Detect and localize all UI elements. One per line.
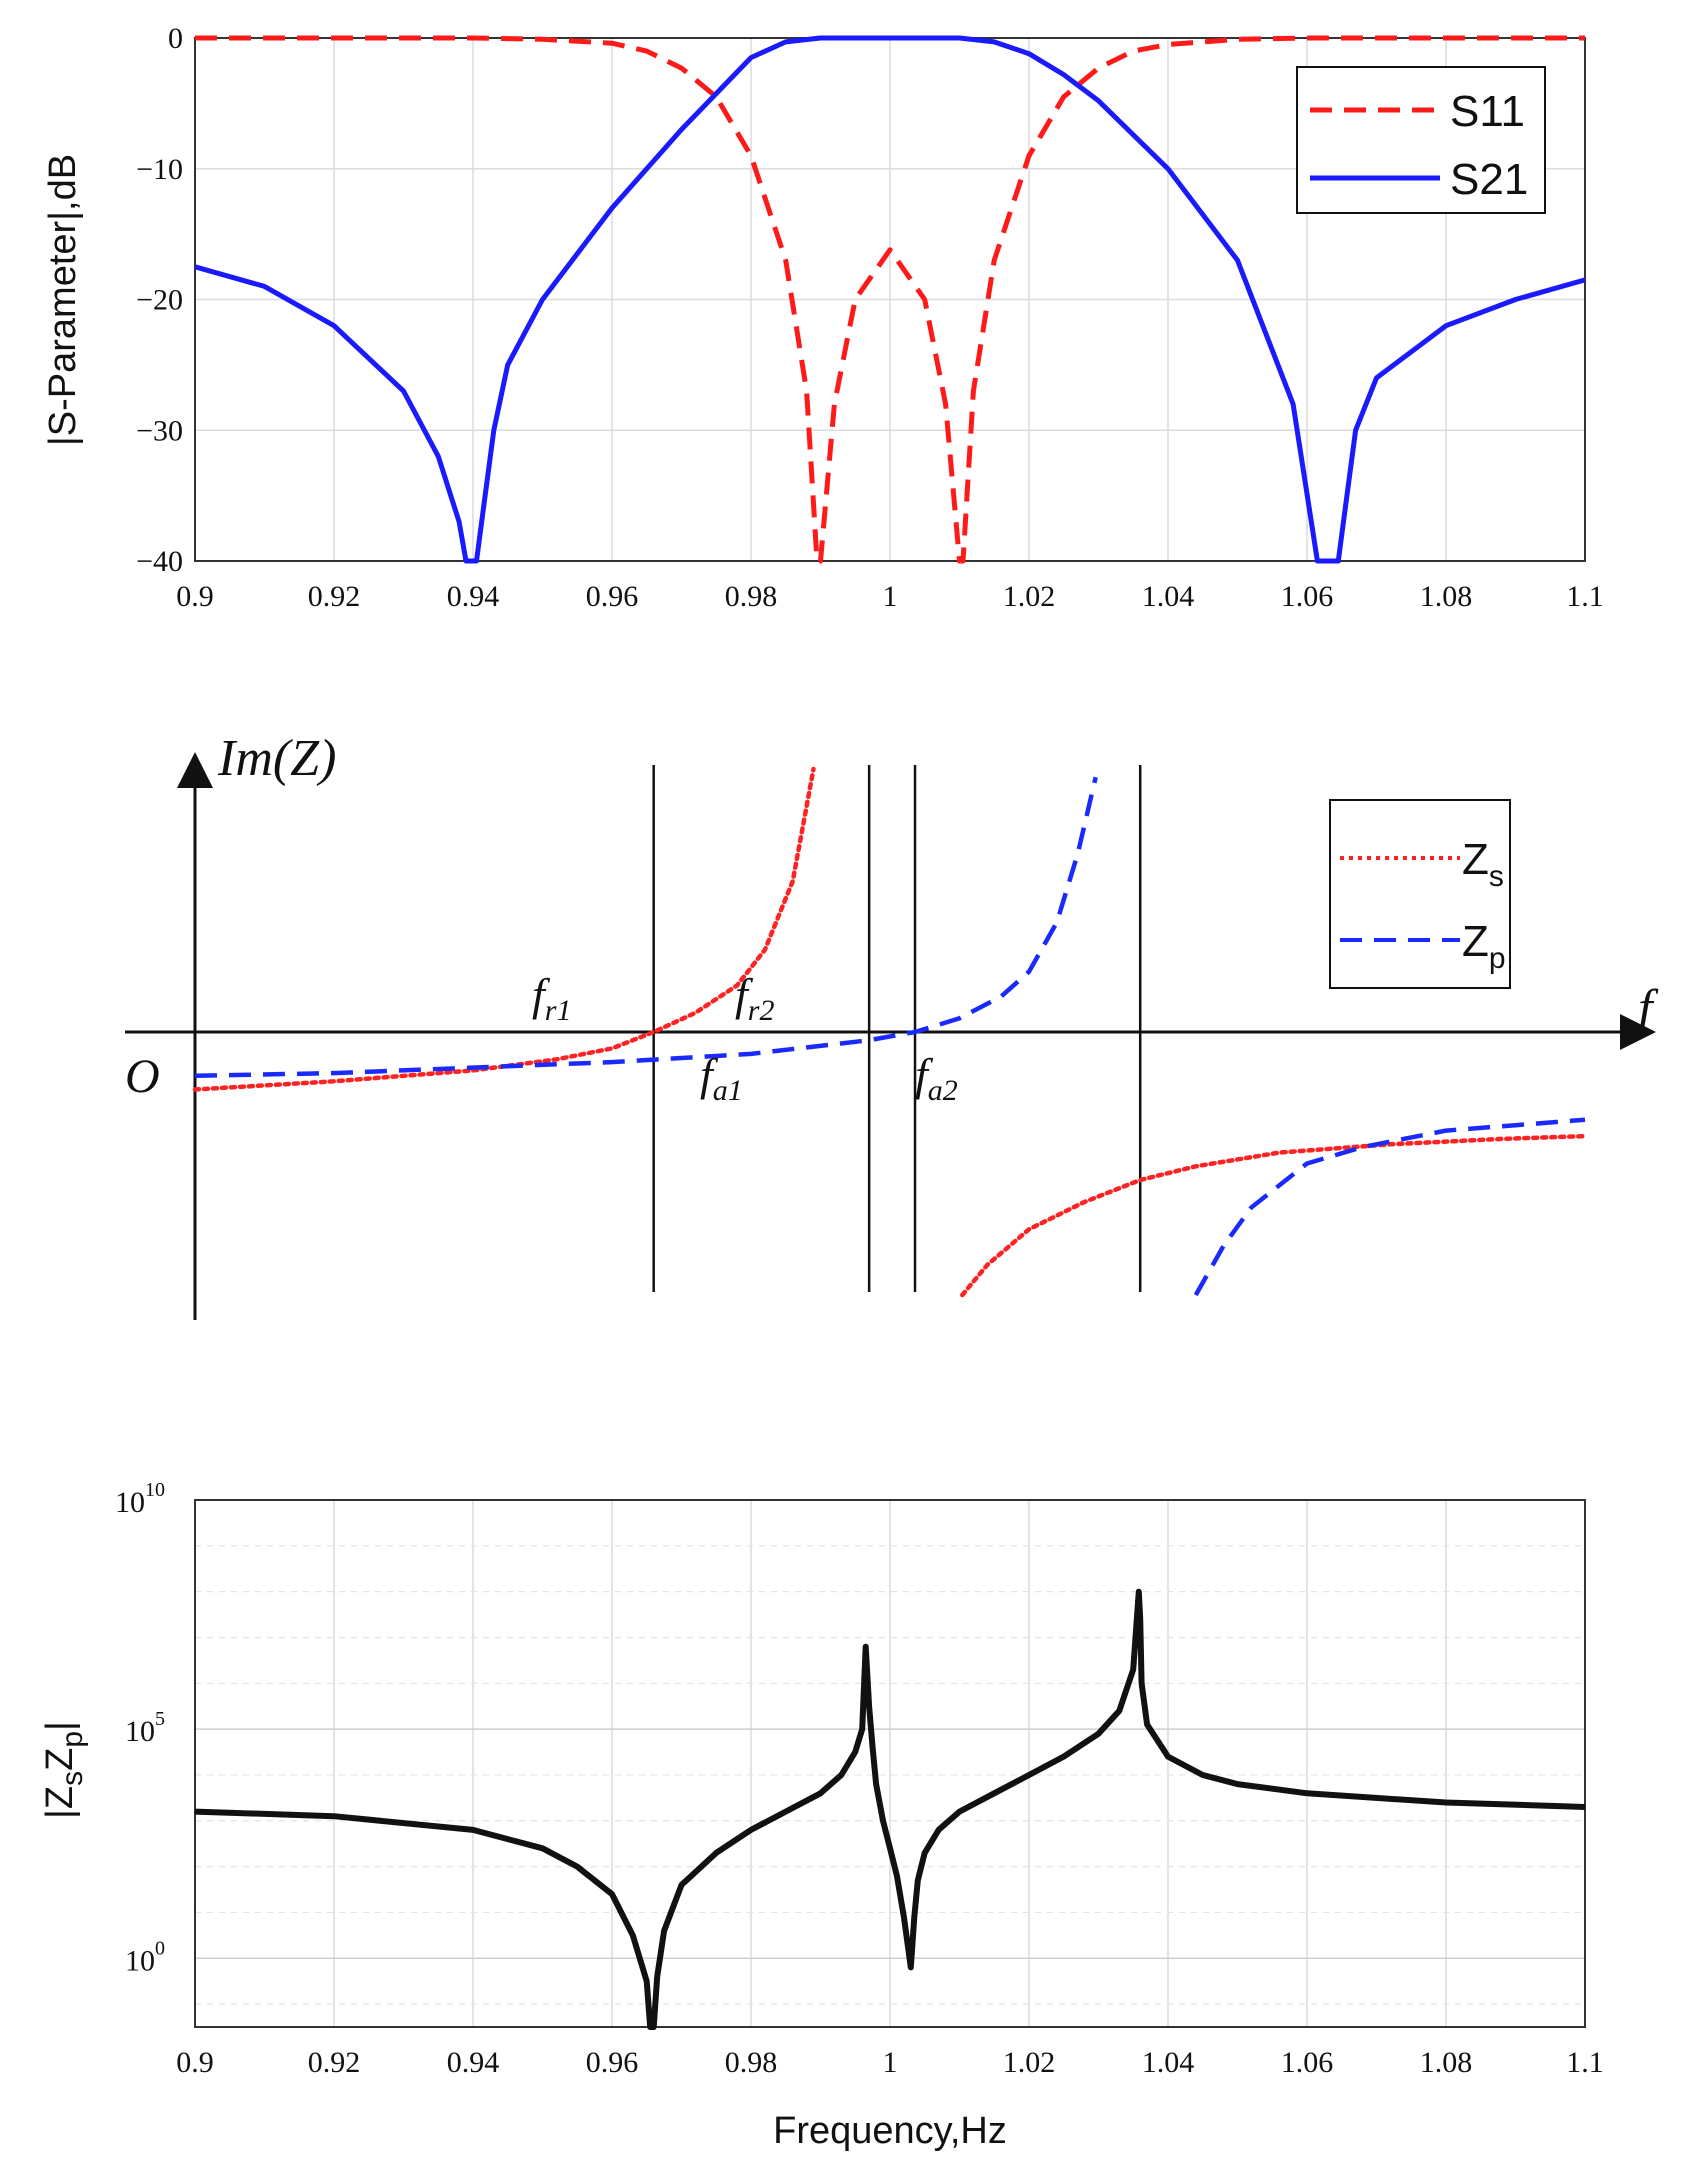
y-axis-label: |S-Parameter|,dB [42,154,84,446]
x-tick-label: 1.02 [1003,2046,1056,2079]
y-tick-label: 100 [125,1937,165,1977]
plot-frame [194,1499,1586,2028]
x-tick-label: 1.08 [1420,580,1473,613]
annotation-fa2: fa2 [915,1049,958,1107]
series-line-s11 [195,35,1585,564]
legend: S11 S21 [1296,66,1546,214]
y-tick-label: −40 [136,545,183,578]
legend-label-s21: S21 [1450,155,1528,204]
legend-box [1296,66,1546,214]
annotation-fr2: fr2 [735,969,774,1027]
x-tick-label: 0.96 [586,2046,639,2079]
y-tick-label: 105 [125,1708,165,1748]
annotation-fr1: fr1 [532,969,571,1027]
x-tick-label: 1.06 [1281,580,1334,613]
x-tick-label: 0.9 [176,2046,214,2079]
x-axis-label: Frequency,Hz [773,2110,1007,2152]
annotation-fa1: fa1 [700,1049,743,1107]
legend-label-zs: Zs [1462,835,1504,893]
x-tick-label: 0.94 [447,580,500,613]
y-tick-labels: 0 −10 −20 −30 −40 [136,22,183,578]
y-tick-label: −10 [136,153,183,186]
y-tick-label: 0 [168,22,183,55]
series-line-zszp [194,1588,1586,2030]
x-tick-label: 0.92 [308,2046,361,2079]
series-layer [194,1588,1586,2030]
series-line-zp [194,776,1098,1079]
x-axis-label: f [1638,980,1659,1037]
x-tick-label: 0.94 [447,2046,500,2079]
series-line-zs [960,1133,1588,1298]
x-tick-label: 1.04 [1142,580,1195,613]
x-tick-label: 1.04 [1142,2046,1195,2079]
x-tick-label: 1.08 [1420,2046,1473,2079]
y-tick-label: −20 [136,284,183,317]
series-layer [194,35,1586,564]
legend-box [1329,799,1511,989]
y-tick-label: −30 [136,414,183,447]
y-tick-label: 1010 [115,1479,165,1519]
x-tick-label: 0.92 [308,580,361,613]
x-tick-label: 1.1 [1566,580,1604,613]
x-tick-label: 0.98 [725,2046,778,2079]
x-tick-label: 0.9 [176,580,214,613]
legend: Zs Zp [1329,799,1511,989]
y-tick-labels: 1010 105 100 [115,1479,165,1977]
chart-s-parameters: 0.9 0.92 0.94 0.96 0.98 1 1.02 1.04 1.06 1.08 1.1 … [42,22,1604,613]
chart-impedance-sketch: Im(Z) f O fr1 fr2 fa1 fa2 Zs Zp [125,730,1659,1320]
y-axis-label: Im(Z) [217,730,336,787]
x-tick-labels: 0.9 0.92 0.94 0.96 0.98 1 1.02 1.04 1.06 1.08 1.1 [176,580,1604,613]
x-tick-label: 1.1 [1566,2046,1604,2079]
x-tick-labels: 0.9 0.92 0.94 0.96 0.98 1 1.02 1.04 1.06 1.08 1.1 [176,2046,1604,2079]
series-layer [192,766,1588,1298]
legend-label-zp: Zp [1462,917,1506,975]
x-tick-label: 1.06 [1281,2046,1334,2079]
x-tick-label: 0.96 [586,580,639,613]
origin-label: O [125,1050,160,1103]
legend-label-s11: S11 [1450,87,1525,136]
chart-impedance-product: 0.9 0.92 0.94 0.96 0.98 1 1.02 1.04 1.06 1.08 1.1 … [39,1479,1604,2152]
series-line-zp [1193,1117,1586,1297]
x-tick-label: 1 [883,2046,898,2079]
resonance-lines [652,765,1142,1292]
series-line-s21 [194,35,1586,564]
grid [194,1499,1586,2027]
x-tick-label: 1.02 [1003,580,1056,613]
series-line-zs [192,766,816,1092]
x-tick-label: 1 [883,580,898,613]
y-axis-label: |ZsZp| [39,1721,89,1819]
x-tick-label: 0.98 [725,580,778,613]
